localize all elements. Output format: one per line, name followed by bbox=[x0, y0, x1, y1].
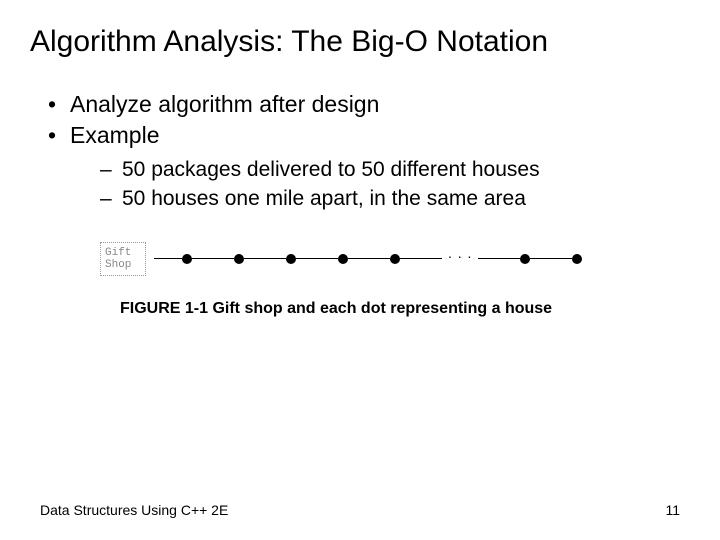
house-dot bbox=[338, 254, 348, 264]
house-dot bbox=[390, 254, 400, 264]
footer: Data Structures Using C++ 2E 11 bbox=[40, 502, 680, 518]
slide-title: Algorithm Analysis: The Big-O Notation bbox=[30, 25, 690, 59]
line-segment bbox=[192, 258, 234, 259]
house-dot bbox=[520, 254, 530, 264]
footer-left: Data Structures Using C++ 2E bbox=[40, 502, 228, 518]
line-segment bbox=[296, 258, 338, 259]
bullet-item: Analyze algorithm after design bbox=[48, 89, 690, 120]
gift-shop-box: Gift Shop bbox=[100, 242, 146, 276]
diagram-row: Gift Shop . . . bbox=[100, 236, 690, 282]
gift-shop-label-2: Shop bbox=[105, 259, 131, 271]
bullet-text: Example bbox=[70, 122, 159, 148]
sub-bullet-item: 50 packages delivered to 50 different ho… bbox=[100, 155, 690, 184]
sub-bullet-list: 50 packages delivered to 50 different ho… bbox=[70, 155, 690, 214]
bullet-item: Example 50 packages delivered to 50 diff… bbox=[48, 120, 690, 214]
house-dot bbox=[234, 254, 244, 264]
slide-container: Algorithm Analysis: The Big-O Notation A… bbox=[0, 0, 720, 540]
line-segment bbox=[244, 258, 286, 259]
line-segment bbox=[154, 258, 182, 259]
bullet-list: Analyze algorithm after design Example 5… bbox=[30, 89, 690, 214]
house-dot bbox=[182, 254, 192, 264]
sub-bullet-item: 50 houses one mile apart, in the same ar… bbox=[100, 184, 690, 213]
figure-caption: FIGURE 1-1 Gift shop and each dot repres… bbox=[100, 300, 690, 318]
figure: Gift Shop . . . FIGURE 1-1 Gift shop and… bbox=[30, 236, 690, 318]
footer-page-number: 11 bbox=[665, 502, 680, 518]
line-segment bbox=[348, 258, 390, 259]
house-dot bbox=[572, 254, 582, 264]
line-segment bbox=[478, 258, 520, 259]
gift-shop-label-1: Gift bbox=[105, 247, 131, 259]
ellipsis: . . . bbox=[442, 245, 478, 261]
line-segment bbox=[530, 258, 572, 259]
house-dot bbox=[286, 254, 296, 264]
line-segment bbox=[400, 258, 442, 259]
